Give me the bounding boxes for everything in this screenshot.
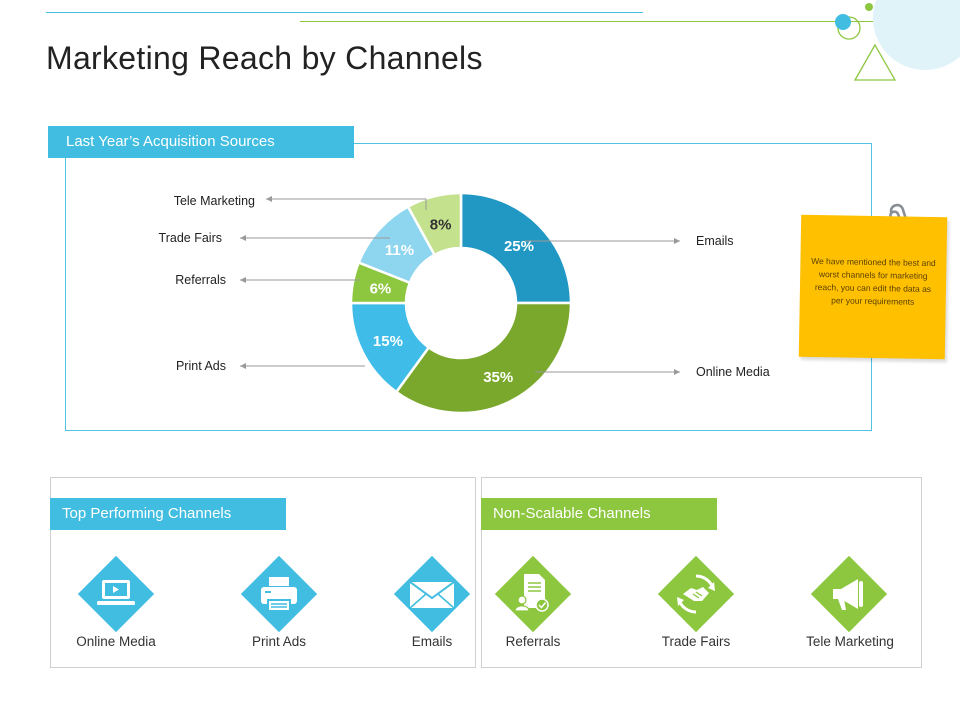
header-line-blue — [46, 12, 643, 13]
callout-arrow-print-ads — [240, 363, 246, 369]
callout-arrow-online-media — [674, 369, 680, 375]
callout-arrow-tele-marketing — [266, 196, 272, 202]
channel-label-referrals: Referrals — [505, 634, 561, 649]
laptop-icon — [78, 556, 154, 632]
category-label-trade-fairs: Trade Fairs — [159, 231, 222, 245]
top-performing-tab: Top Performing Channels — [50, 498, 286, 530]
slice-value-label-referrals: 6% — [370, 281, 392, 298]
printer-icon — [241, 556, 317, 632]
megaphone-icon — [811, 556, 887, 632]
non-scalable-tab: Non-Scalable Channels — [481, 498, 717, 530]
corner-decoration — [835, 0, 960, 81]
category-label-tele-marketing: Tele Marketing — [174, 194, 255, 208]
header-line-green — [300, 21, 940, 22]
chart-panel-tab: Last Year’s Acquisition Sources — [48, 126, 354, 158]
slice-value-label-emails: 25% — [504, 238, 534, 255]
channel-label-online-media: Online Media — [76, 634, 156, 649]
category-label-referrals: Referrals — [175, 273, 226, 287]
donut-slice-tele-marketing — [406, 191, 463, 257]
channel-label-print-ads: Print Ads — [251, 634, 307, 649]
slice-value-label-trade-fairs: 11% — [385, 242, 414, 259]
handshake-icon — [658, 556, 734, 632]
sticky-note-text: We have mentioned the best and worst cha… — [811, 255, 936, 307]
category-label-emails: Emails — [696, 234, 734, 248]
slice-value-label-online-media: 35% — [483, 369, 513, 386]
callout-arrow-trade-fairs — [240, 235, 246, 241]
callout-arrow-emails — [674, 238, 680, 244]
document-check-icon — [495, 556, 571, 632]
envelope-icon — [394, 556, 470, 632]
donut-slice-emails — [459, 191, 573, 305]
channel-label-emails: Emails — [411, 634, 453, 649]
slice-value-label-tele-marketing: 8% — [430, 217, 452, 234]
donut-slice-online-media — [394, 301, 573, 415]
category-label-online-media: Online Media — [696, 365, 770, 379]
slice-value-label-print-ads: 15% — [373, 333, 403, 350]
category-label-print-ads: Print Ads — [176, 359, 226, 373]
callout-line-tele-marketing — [266, 198, 427, 210]
channel-label-trade-fairs: Trade Fairs — [661, 634, 731, 649]
sticky-note: We have mentioned the best and worst cha… — [798, 214, 948, 360]
channel-label-tele-marketing: Tele Marketing — [806, 634, 894, 649]
page-title: Marketing Reach by Channels — [46, 40, 483, 76]
callout-arrow-referrals — [240, 277, 246, 283]
